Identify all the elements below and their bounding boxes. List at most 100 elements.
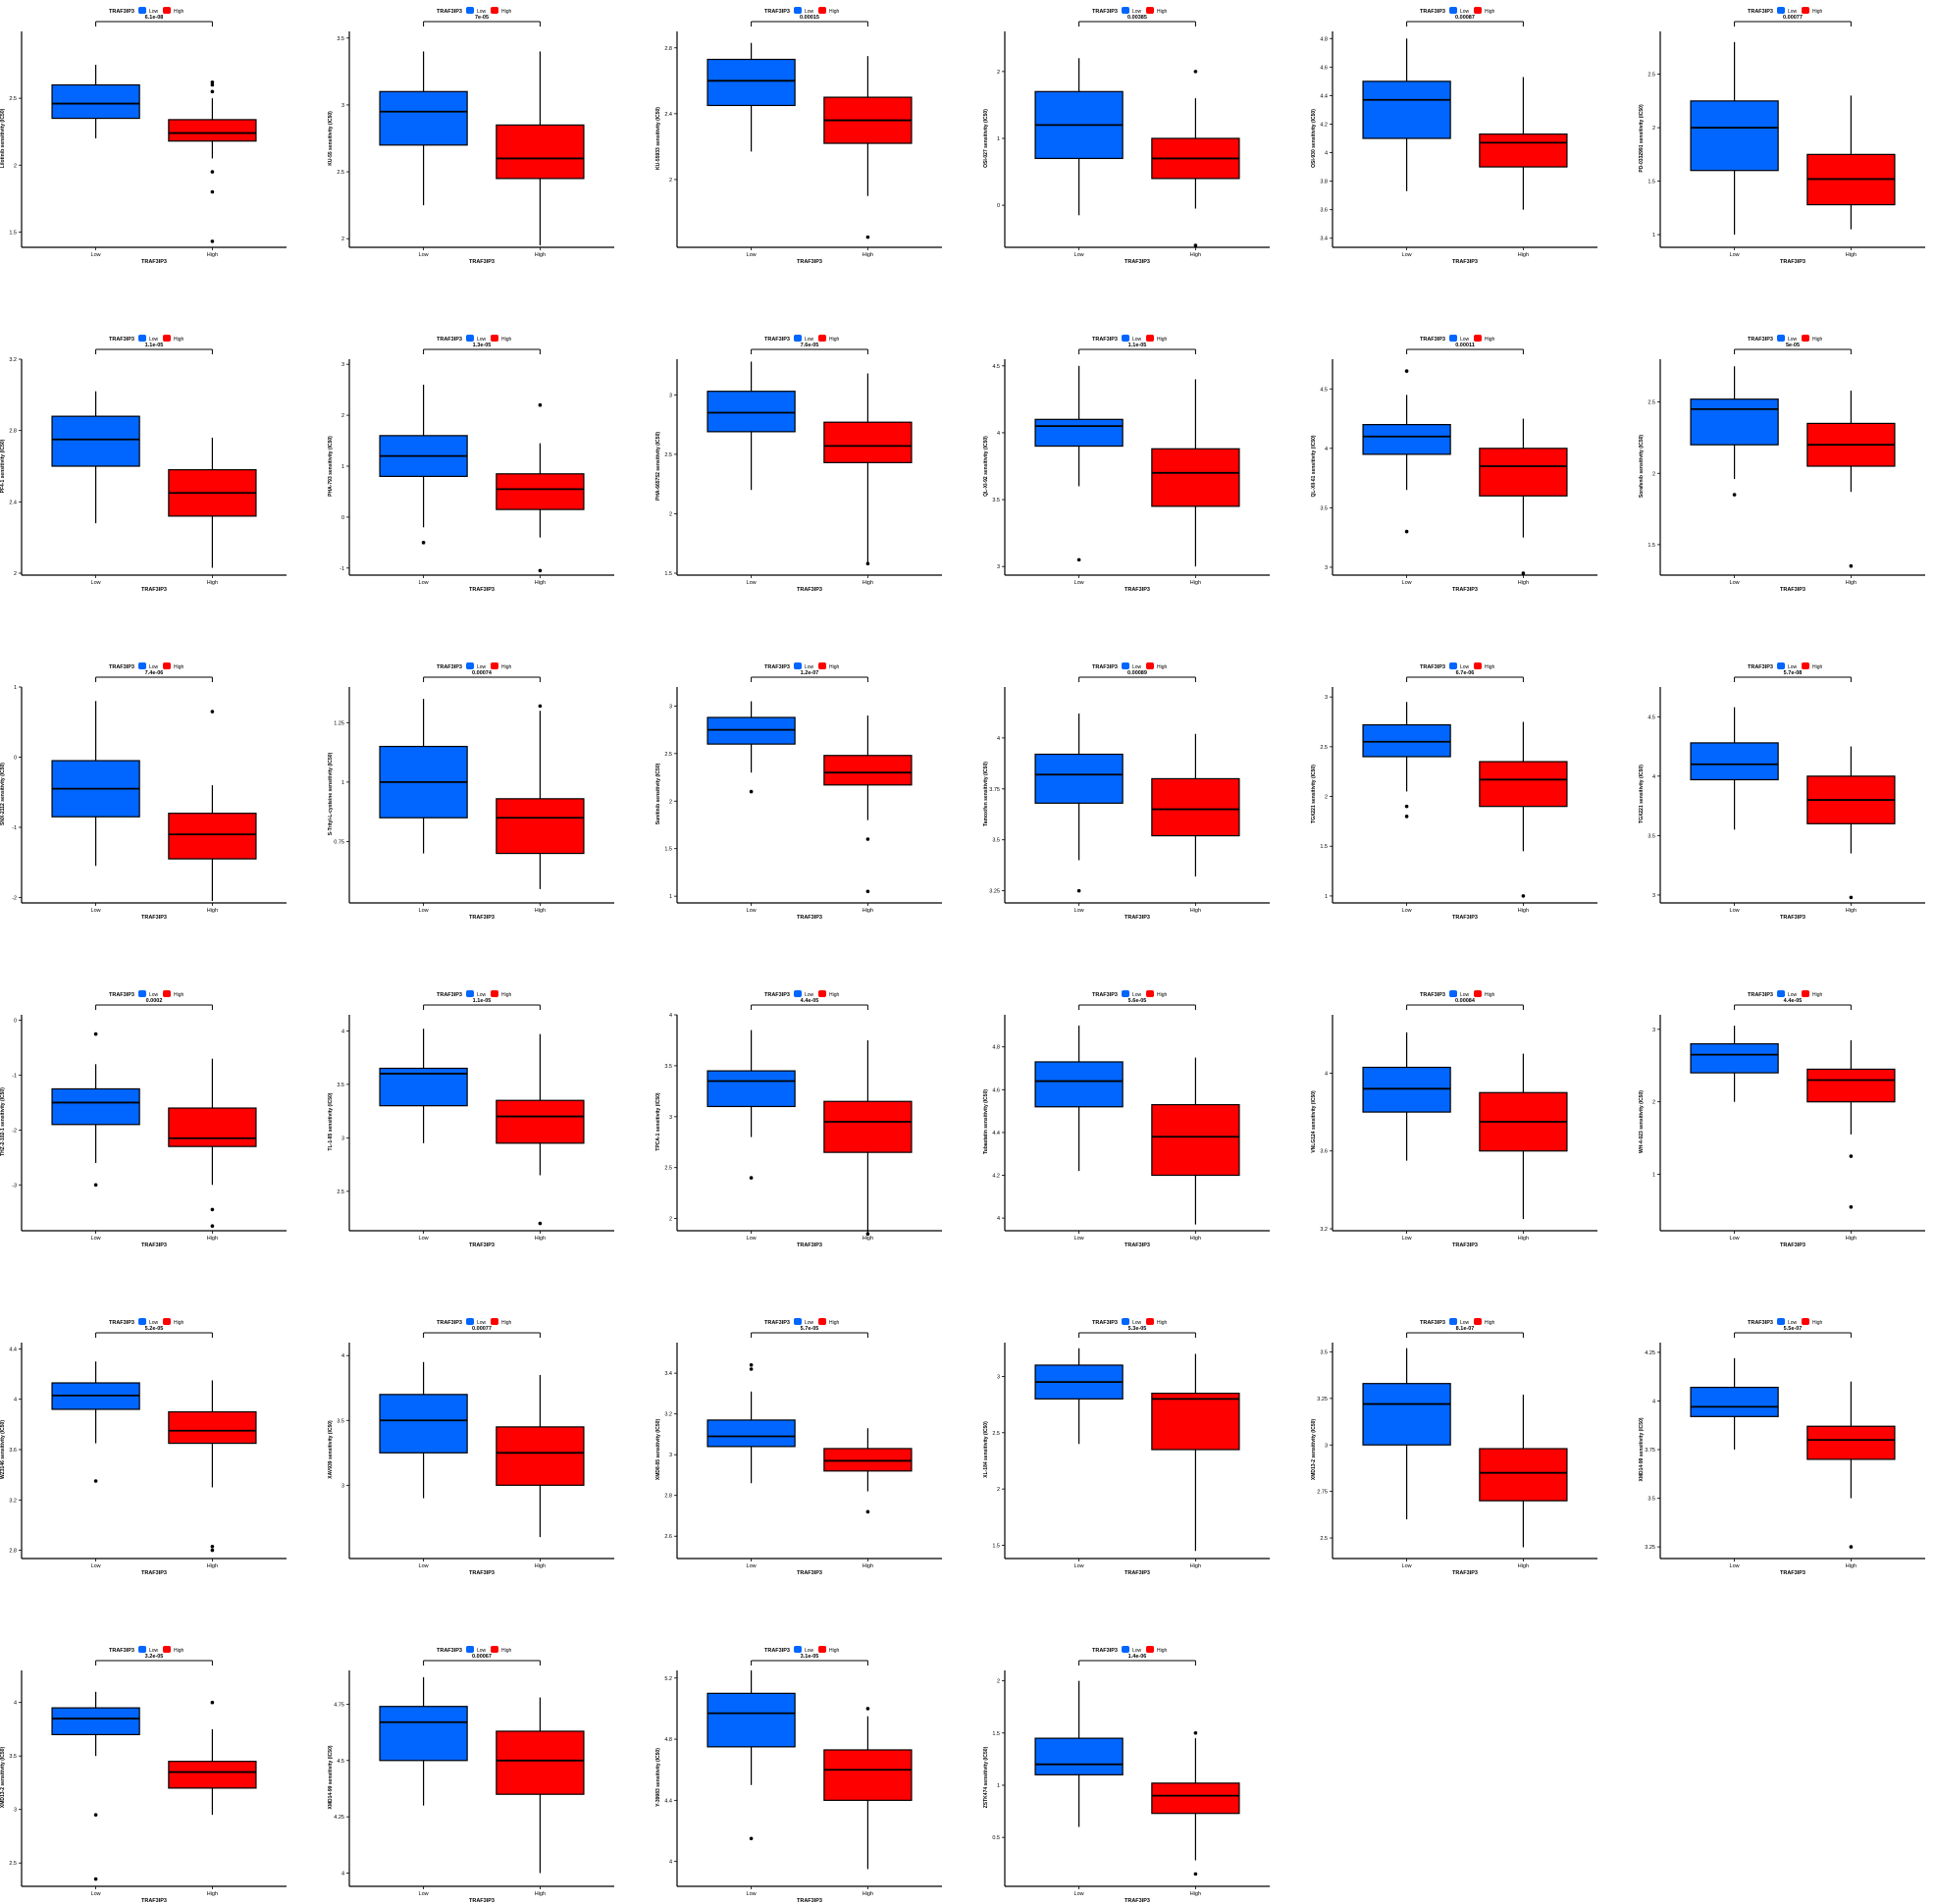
box-low	[706, 1670, 796, 1841]
legend-label-low: Low	[1788, 1320, 1798, 1326]
boxplot-panel-26: TRAF3IP3 Low High 3 3.5 4 XAV939 sensitivity (…	[328, 1318, 614, 1576]
x-tick-label: High	[207, 908, 218, 914]
outlier-point	[1193, 1872, 1198, 1877]
y-tick-label: -3	[12, 1183, 17, 1189]
legend-swatch-high	[491, 7, 498, 14]
y-tick-label: 3.5	[1647, 833, 1655, 839]
y-axis-label: Sunitinib sensitivity (IC50)	[655, 763, 661, 824]
legend: TRAF3IP3 Low High	[109, 1318, 184, 1326]
legend-label-low: Low	[1132, 1648, 1142, 1654]
legend-swatch-high	[818, 990, 826, 997]
box-high	[496, 704, 585, 889]
box-high	[168, 710, 257, 901]
legend-swatch-low	[1777, 990, 1785, 997]
legend-swatch-high	[491, 990, 498, 997]
box-high	[1151, 379, 1240, 567]
legend-swatch-high	[1146, 1646, 1154, 1653]
legend-swatch-low	[1449, 990, 1457, 997]
legend: TRAF3IP3 Low High	[764, 1318, 840, 1326]
legend-swatch-low	[1122, 7, 1129, 14]
significance-bracket: 1.1e-05	[1078, 343, 1196, 354]
y-axis-label: S-Trityl-L-cysteine sensitivity (IC50)	[328, 752, 334, 835]
outlier-point	[1849, 1545, 1854, 1549]
box-high	[1806, 746, 1896, 900]
outlier-point	[1404, 815, 1409, 819]
significance-bracket: 5e-05	[1734, 343, 1852, 354]
box-body	[1151, 448, 1240, 507]
legend-label-high: High	[829, 337, 840, 343]
legend-label-high: High	[1812, 664, 1823, 670]
x-axis-label: TRAF3IP3	[797, 1243, 822, 1248]
y-tick-label: -1	[12, 1073, 17, 1079]
legend-swatch-low	[1777, 335, 1785, 342]
legend-swatch-low	[1777, 7, 1785, 14]
x-axis-label: TRAF3IP3	[1452, 915, 1478, 921]
boxplot-panel-25: TRAF3IP3 Low High 2.8 3.2 3.6 4 4.4 WZ3146 sensi…	[0, 1318, 287, 1576]
p-value-label: 5.5e-07	[1784, 1326, 1803, 1332]
legend-swatch-low	[1449, 662, 1457, 669]
box-low	[1690, 707, 1779, 830]
outlier-point	[865, 837, 870, 841]
x-axis-label: TRAF3IP3	[797, 587, 822, 593]
significance-bracket: 0.00067	[423, 1654, 541, 1666]
x-tick-label: Low	[419, 1891, 429, 1897]
boxplot-panel-20: TRAF3IP3 Low High 2.5 3 3.5 4 TL-1-85 sensitivi…	[328, 990, 614, 1248]
outlier-point	[749, 1367, 754, 1371]
y-tick-label: 4.4	[1320, 93, 1328, 99]
y-tick-label: 2	[1325, 795, 1328, 801]
box-body	[1479, 1448, 1568, 1502]
y-tick-label: 3	[14, 1808, 17, 1814]
legend: TRAF3IP3 Low High	[764, 990, 840, 998]
box-low	[1034, 1025, 1124, 1172]
box-body	[51, 1087, 140, 1126]
box-body	[1034, 1737, 1124, 1775]
legend: TRAF3IP3 Low High	[1748, 335, 1823, 343]
legend-swatch-low	[794, 7, 802, 14]
legend-title: TRAF3IP3	[1748, 337, 1773, 343]
legend-title: TRAF3IP3	[109, 992, 134, 998]
x-axis-label: TRAF3IP3	[469, 1898, 495, 1904]
box-low	[706, 42, 796, 152]
legend-label-low: Low	[805, 337, 814, 343]
boxplot-panel-3: TRAF3IP3 Low High 2 2.4 2.8 KU-55933 sensitivi…	[655, 7, 942, 265]
p-value-label: 0.00089	[1127, 670, 1147, 676]
y-tick-label: 2.5	[337, 170, 344, 176]
legend-label-high: High	[1485, 9, 1495, 15]
box-high	[496, 1697, 585, 1874]
y-tick-label: 3.75	[1645, 1448, 1655, 1454]
p-value-label: 5.6e-05	[1128, 998, 1147, 1004]
significance-bracket: 0.00074	[423, 670, 541, 682]
legend-swatch-low	[138, 1318, 146, 1325]
significance-bracket: 0.00077	[1734, 15, 1852, 26]
boxplot-panel-15: TRAF3IP3 Low High 1 1.5 2 2.5 3 Sunitinib sensit…	[655, 662, 942, 921]
y-axis-label: SNX-2112 sensitivity (IC50)	[0, 763, 6, 825]
y-tick-label: 4.75	[334, 1702, 344, 1708]
outlier-point	[1404, 369, 1409, 373]
y-tick-label: 4	[669, 1860, 672, 1866]
y-tick-label: 1.5	[992, 1544, 1000, 1550]
x-axis-label: TRAF3IP3	[141, 1898, 167, 1904]
box-low	[51, 701, 140, 867]
significance-bracket: 0.0002	[95, 998, 213, 1010]
outlier-point	[93, 1183, 98, 1188]
legend-label-high: High	[501, 337, 512, 343]
y-tick-label: 3.2	[1320, 1227, 1328, 1233]
boxplot-panel-33: TRAF3IP3 Low High 4 4.4 4.8 5.2 Y-39983 sensiti…	[655, 1646, 942, 1904]
box-high	[1479, 77, 1568, 210]
significance-bracket: 5.2e-05	[95, 1326, 213, 1338]
p-value-label: 6.7e-06	[1456, 670, 1475, 676]
legend-label-low: Low	[805, 1648, 814, 1654]
box-body	[1362, 1066, 1451, 1113]
legend-swatch-low	[138, 990, 146, 997]
box-body	[1034, 1061, 1124, 1108]
p-value-label: 5.7e-05	[801, 1326, 819, 1332]
p-value-label: 3.2e-05	[145, 1654, 164, 1660]
boxplot-panel-28: TRAF3IP3 Low High 1.5 2 2.5 3 XL-184 sensitivit…	[983, 1318, 1270, 1576]
outlier-point	[865, 1707, 870, 1711]
x-axis-label: TRAF3IP3	[1124, 915, 1150, 921]
legend-swatch-high	[1146, 335, 1154, 342]
box-body	[1362, 723, 1451, 758]
legend-swatch-high	[491, 335, 498, 342]
significance-bracket: 1.1e-05	[95, 343, 213, 354]
y-tick-label: 0	[14, 1019, 17, 1025]
